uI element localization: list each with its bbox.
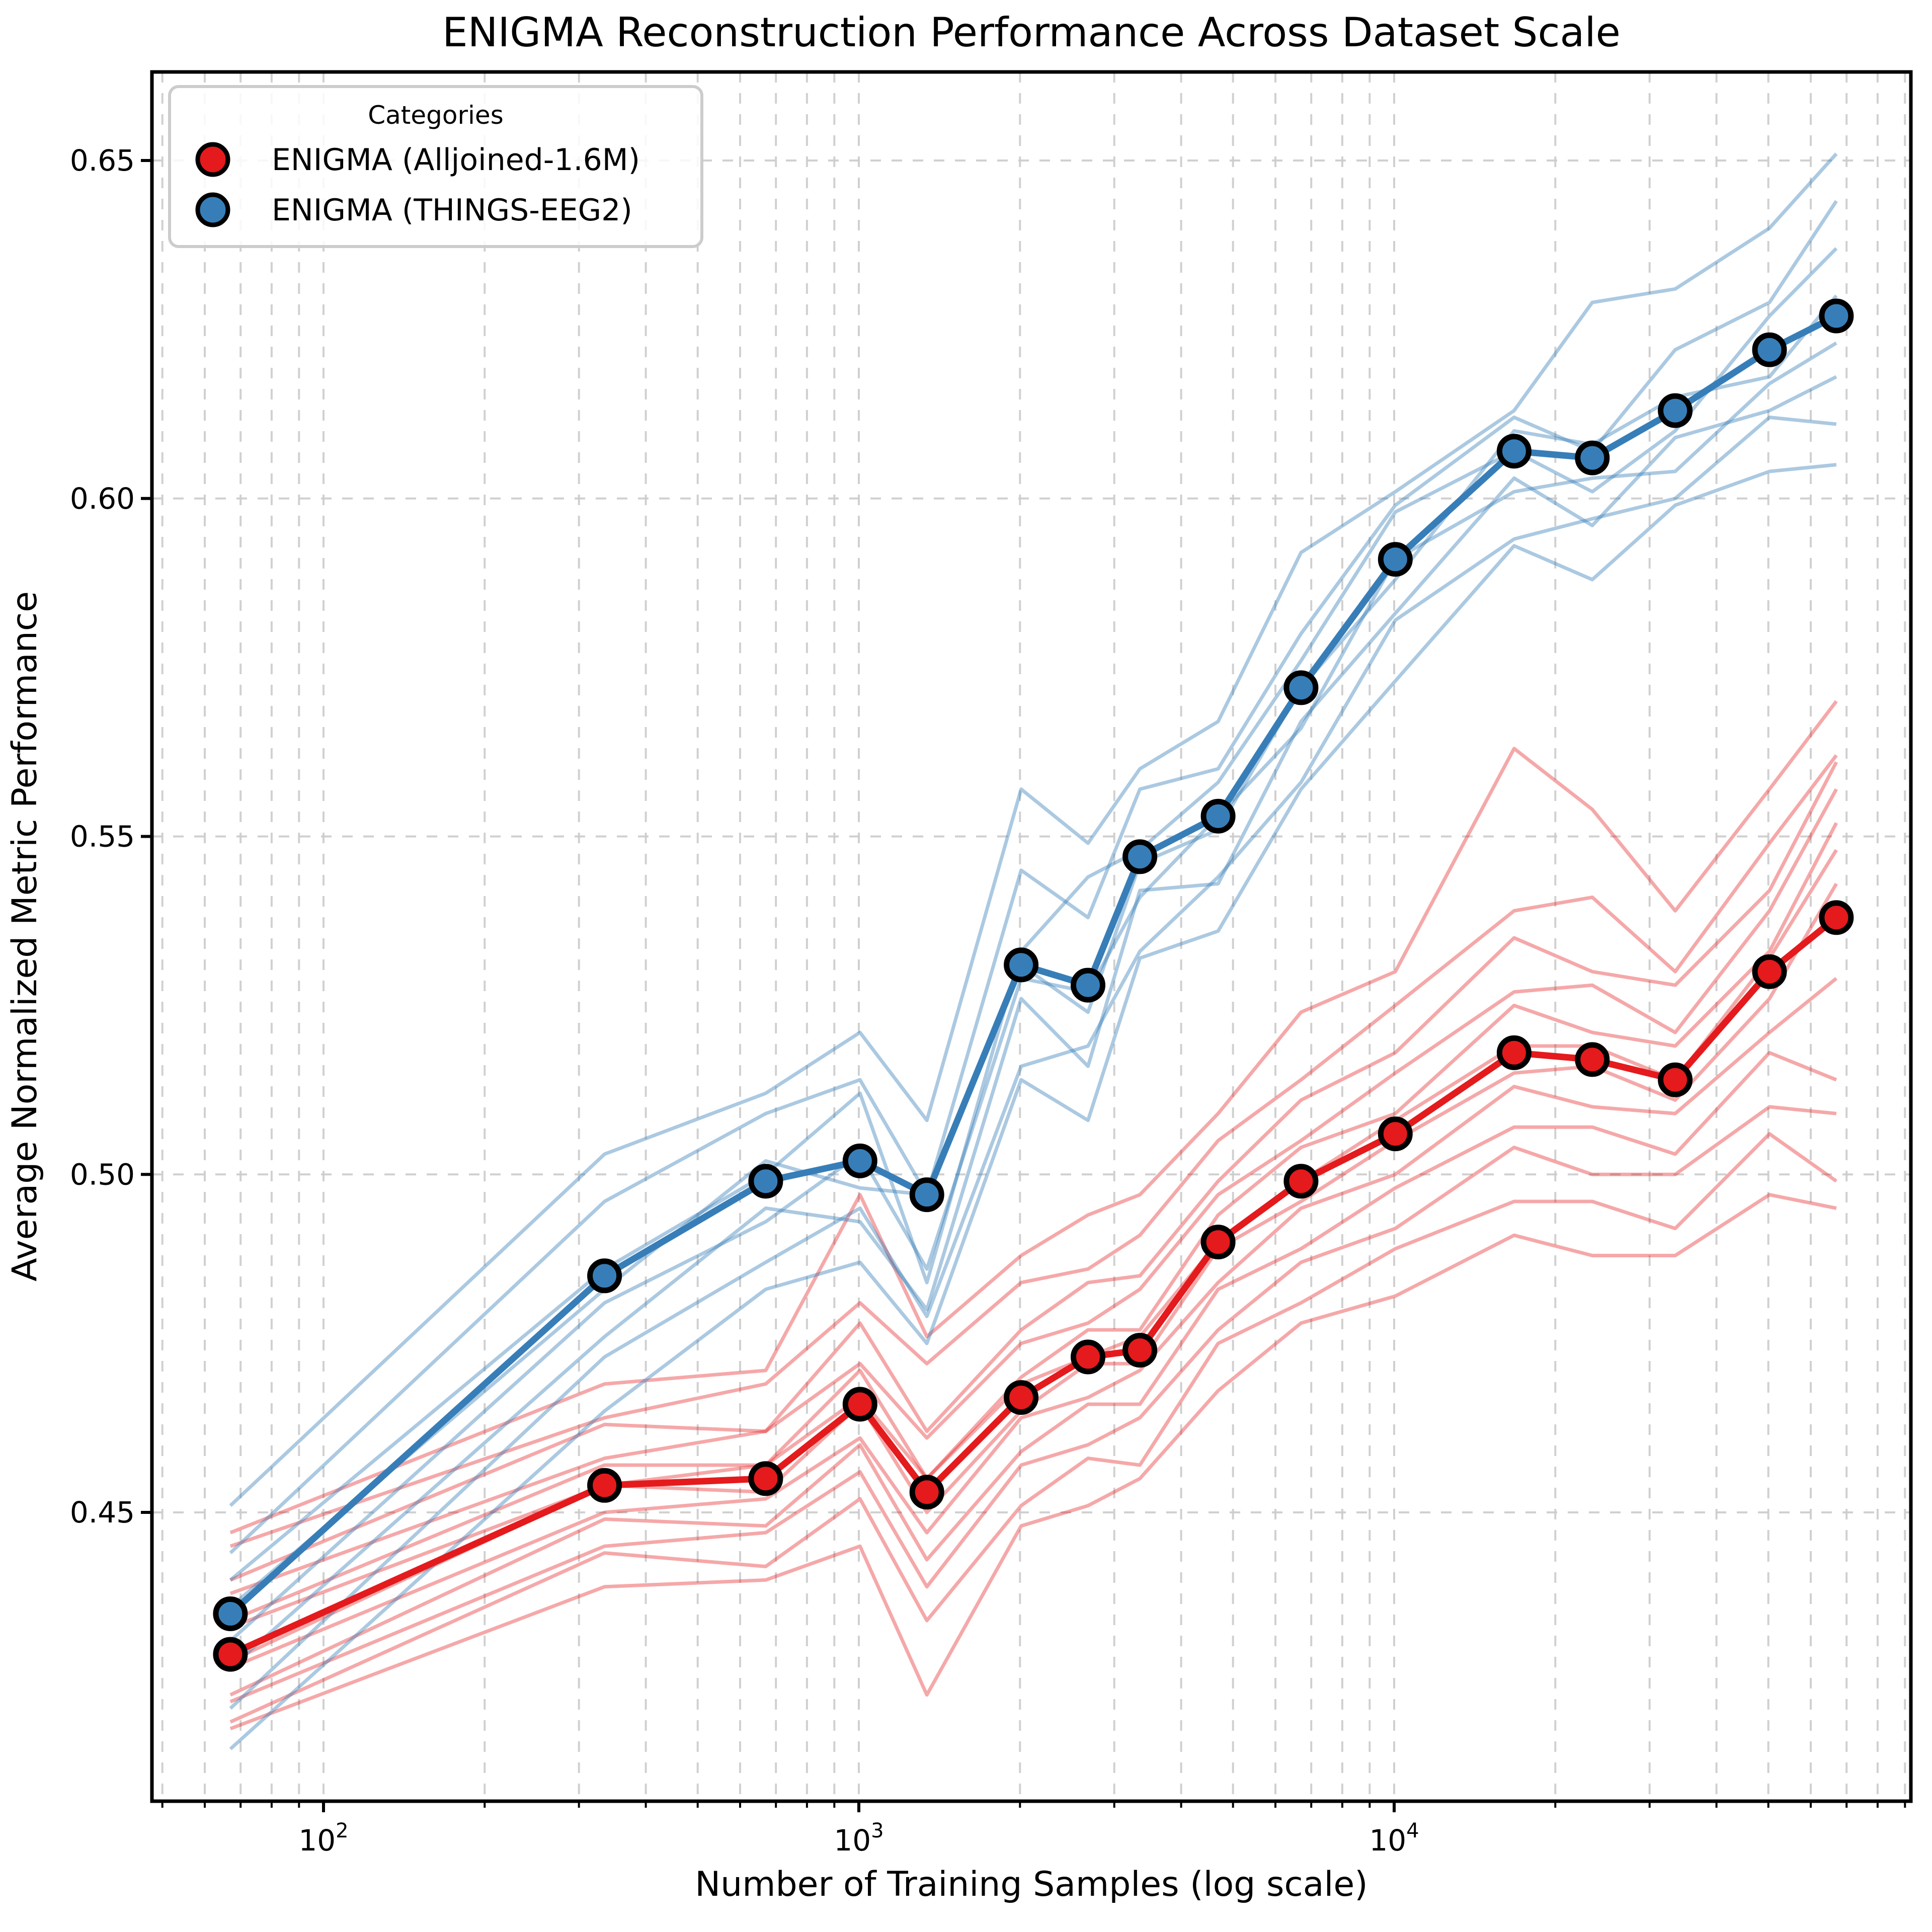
data-point-marker [1752,332,1787,367]
data-point-marker [1575,1042,1610,1077]
y-axis-label: Average Normalized Metric Performance [5,591,45,1281]
data-point-marker [1819,900,1854,935]
y-tick-label: 0.45 [70,1495,135,1530]
x-tick-label: 103 [834,1819,883,1858]
axes: 102 103 104 0.45 0.50 0.55 0.60 0.65 [70,70,1913,1858]
data-point-marker [748,1461,783,1496]
data-point-marker [909,1177,944,1213]
run-line [229,849,1838,1629]
data-point-marker [1283,670,1319,705]
data-point-marker [1071,1339,1105,1375]
data-point-marker [1200,1225,1236,1260]
legend-entry-label: ENIGMA (Alljoined-1.6M) [272,142,640,178]
data-point-marker [748,1164,783,1199]
individual-run-lines [229,152,1838,1750]
run-line [229,341,1837,1642]
data-point-marker [1575,440,1610,475]
run-line [229,754,1838,1548]
data-point-marker [587,1258,622,1294]
data-point-marker [1004,1380,1039,1415]
data-point-marker [1658,1062,1693,1097]
data-point-marker [1378,1116,1413,1152]
run-line [229,788,1838,1595]
run-line [229,1132,1837,1724]
y-tick-label: 0.55 [70,820,135,854]
mean-line [228,313,1838,1617]
legend-entry-label: ENIGMA (THINGS-EEG2) [272,193,632,228]
data-point-marker [1122,839,1158,874]
run-line [229,1051,1837,1697]
gridlines [152,72,1911,1801]
data-point-marker [1496,434,1532,469]
data-point-marker [1378,542,1413,577]
run-line [229,761,1838,1582]
data-point-marker [1122,1333,1158,1368]
y-tick-label: 0.50 [70,1157,135,1191]
legend-marker [195,192,230,227]
mean-line [229,915,1838,1658]
chart-title: ENIGMA Reconstruction Performance Across… [442,9,1621,56]
legend: Categories ENIGMA (Alljoined-1.6M) ENIGMA … [168,85,703,248]
legend-title: Categories [368,101,504,130]
legend-marker [195,142,230,177]
run-line [229,152,1838,1507]
run-line [229,1105,1837,1704]
run-line [229,375,1837,1669]
run-line [229,882,1838,1663]
data-point-marker [213,1596,248,1631]
x-tick-label: 102 [298,1819,348,1858]
data-point-marker [213,1637,248,1672]
data-point-marker [1658,393,1693,428]
run-line [229,416,1837,1710]
run-line [229,977,1838,1670]
run-line [229,700,1838,1535]
data-point-marker [842,1143,877,1178]
x-axis-label: Number of Training Samples (log scale) [695,1865,1367,1904]
run-line [229,822,1838,1623]
run-line [229,200,1838,1555]
data-point-marker [909,1475,944,1510]
y-tick-label: 0.65 [70,143,135,178]
data-point-marker [842,1387,877,1422]
data-point-marker [1004,947,1039,983]
run-line [229,294,1838,1608]
mean-series-lines [213,298,1854,1672]
data-point-marker [1200,798,1236,834]
data-point-marker [1496,1035,1532,1070]
run-line [229,1193,1837,1731]
y-tick-label: 0.60 [70,481,135,516]
data-point-marker [1819,298,1854,334]
x-tick-label: 104 [1369,1819,1419,1858]
run-line [229,463,1837,1750]
legend-box [168,85,703,248]
data-point-marker [1752,954,1787,989]
data-point-marker [587,1468,622,1503]
data-point-marker [1283,1164,1319,1199]
plot-border [150,70,1913,1803]
run-line [229,247,1838,1582]
data-point-marker [1071,968,1105,1003]
